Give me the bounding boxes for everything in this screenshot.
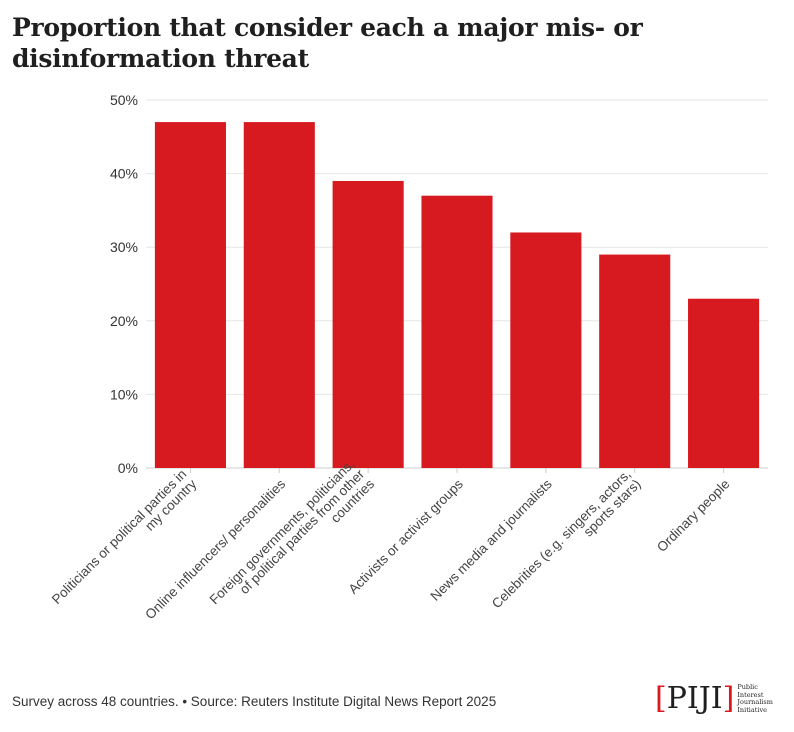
y-tick-label: 0% — [118, 460, 138, 476]
x-tick-label: Celebrities (e.g. singers, actors,sports… — [489, 466, 644, 621]
bar — [243, 122, 315, 468]
y-tick-label: 50% — [110, 92, 138, 108]
bar — [154, 122, 226, 468]
bar — [688, 298, 760, 468]
bar — [599, 254, 671, 468]
y-tick-label: 30% — [110, 239, 138, 255]
y-tick-label: 20% — [110, 313, 138, 329]
svg-text:Ordinary people: Ordinary people — [654, 476, 733, 555]
piji-logo: [PIJI] Public Interest Journalism Initiativ… — [655, 680, 785, 718]
x-axis-labels: Politicians or political parties inmy co… — [49, 457, 733, 623]
chart-title: Proportion that consider each a major mi… — [12, 13, 643, 73]
bar — [332, 180, 404, 468]
logo-subtitle: Public Interest Journalism Initiative — [737, 683, 773, 714]
y-axis-ticks: 0% 10% 20% 30% 40% 50% — [110, 92, 138, 476]
source-footer: Survey across 48 countries. • Source: Re… — [12, 694, 497, 709]
svg-text:Celebrities (e.g. singers, act: Celebrities (e.g. singers, actors,sports… — [489, 466, 644, 621]
y-tick-label: 10% — [110, 386, 138, 402]
x-tick-label: Ordinary people — [654, 476, 733, 555]
bars — [154, 122, 760, 468]
logo-mark: [PIJI] — [655, 681, 735, 716]
bar — [421, 195, 493, 468]
bar — [510, 232, 582, 468]
y-tick-label: 40% — [110, 166, 138, 182]
